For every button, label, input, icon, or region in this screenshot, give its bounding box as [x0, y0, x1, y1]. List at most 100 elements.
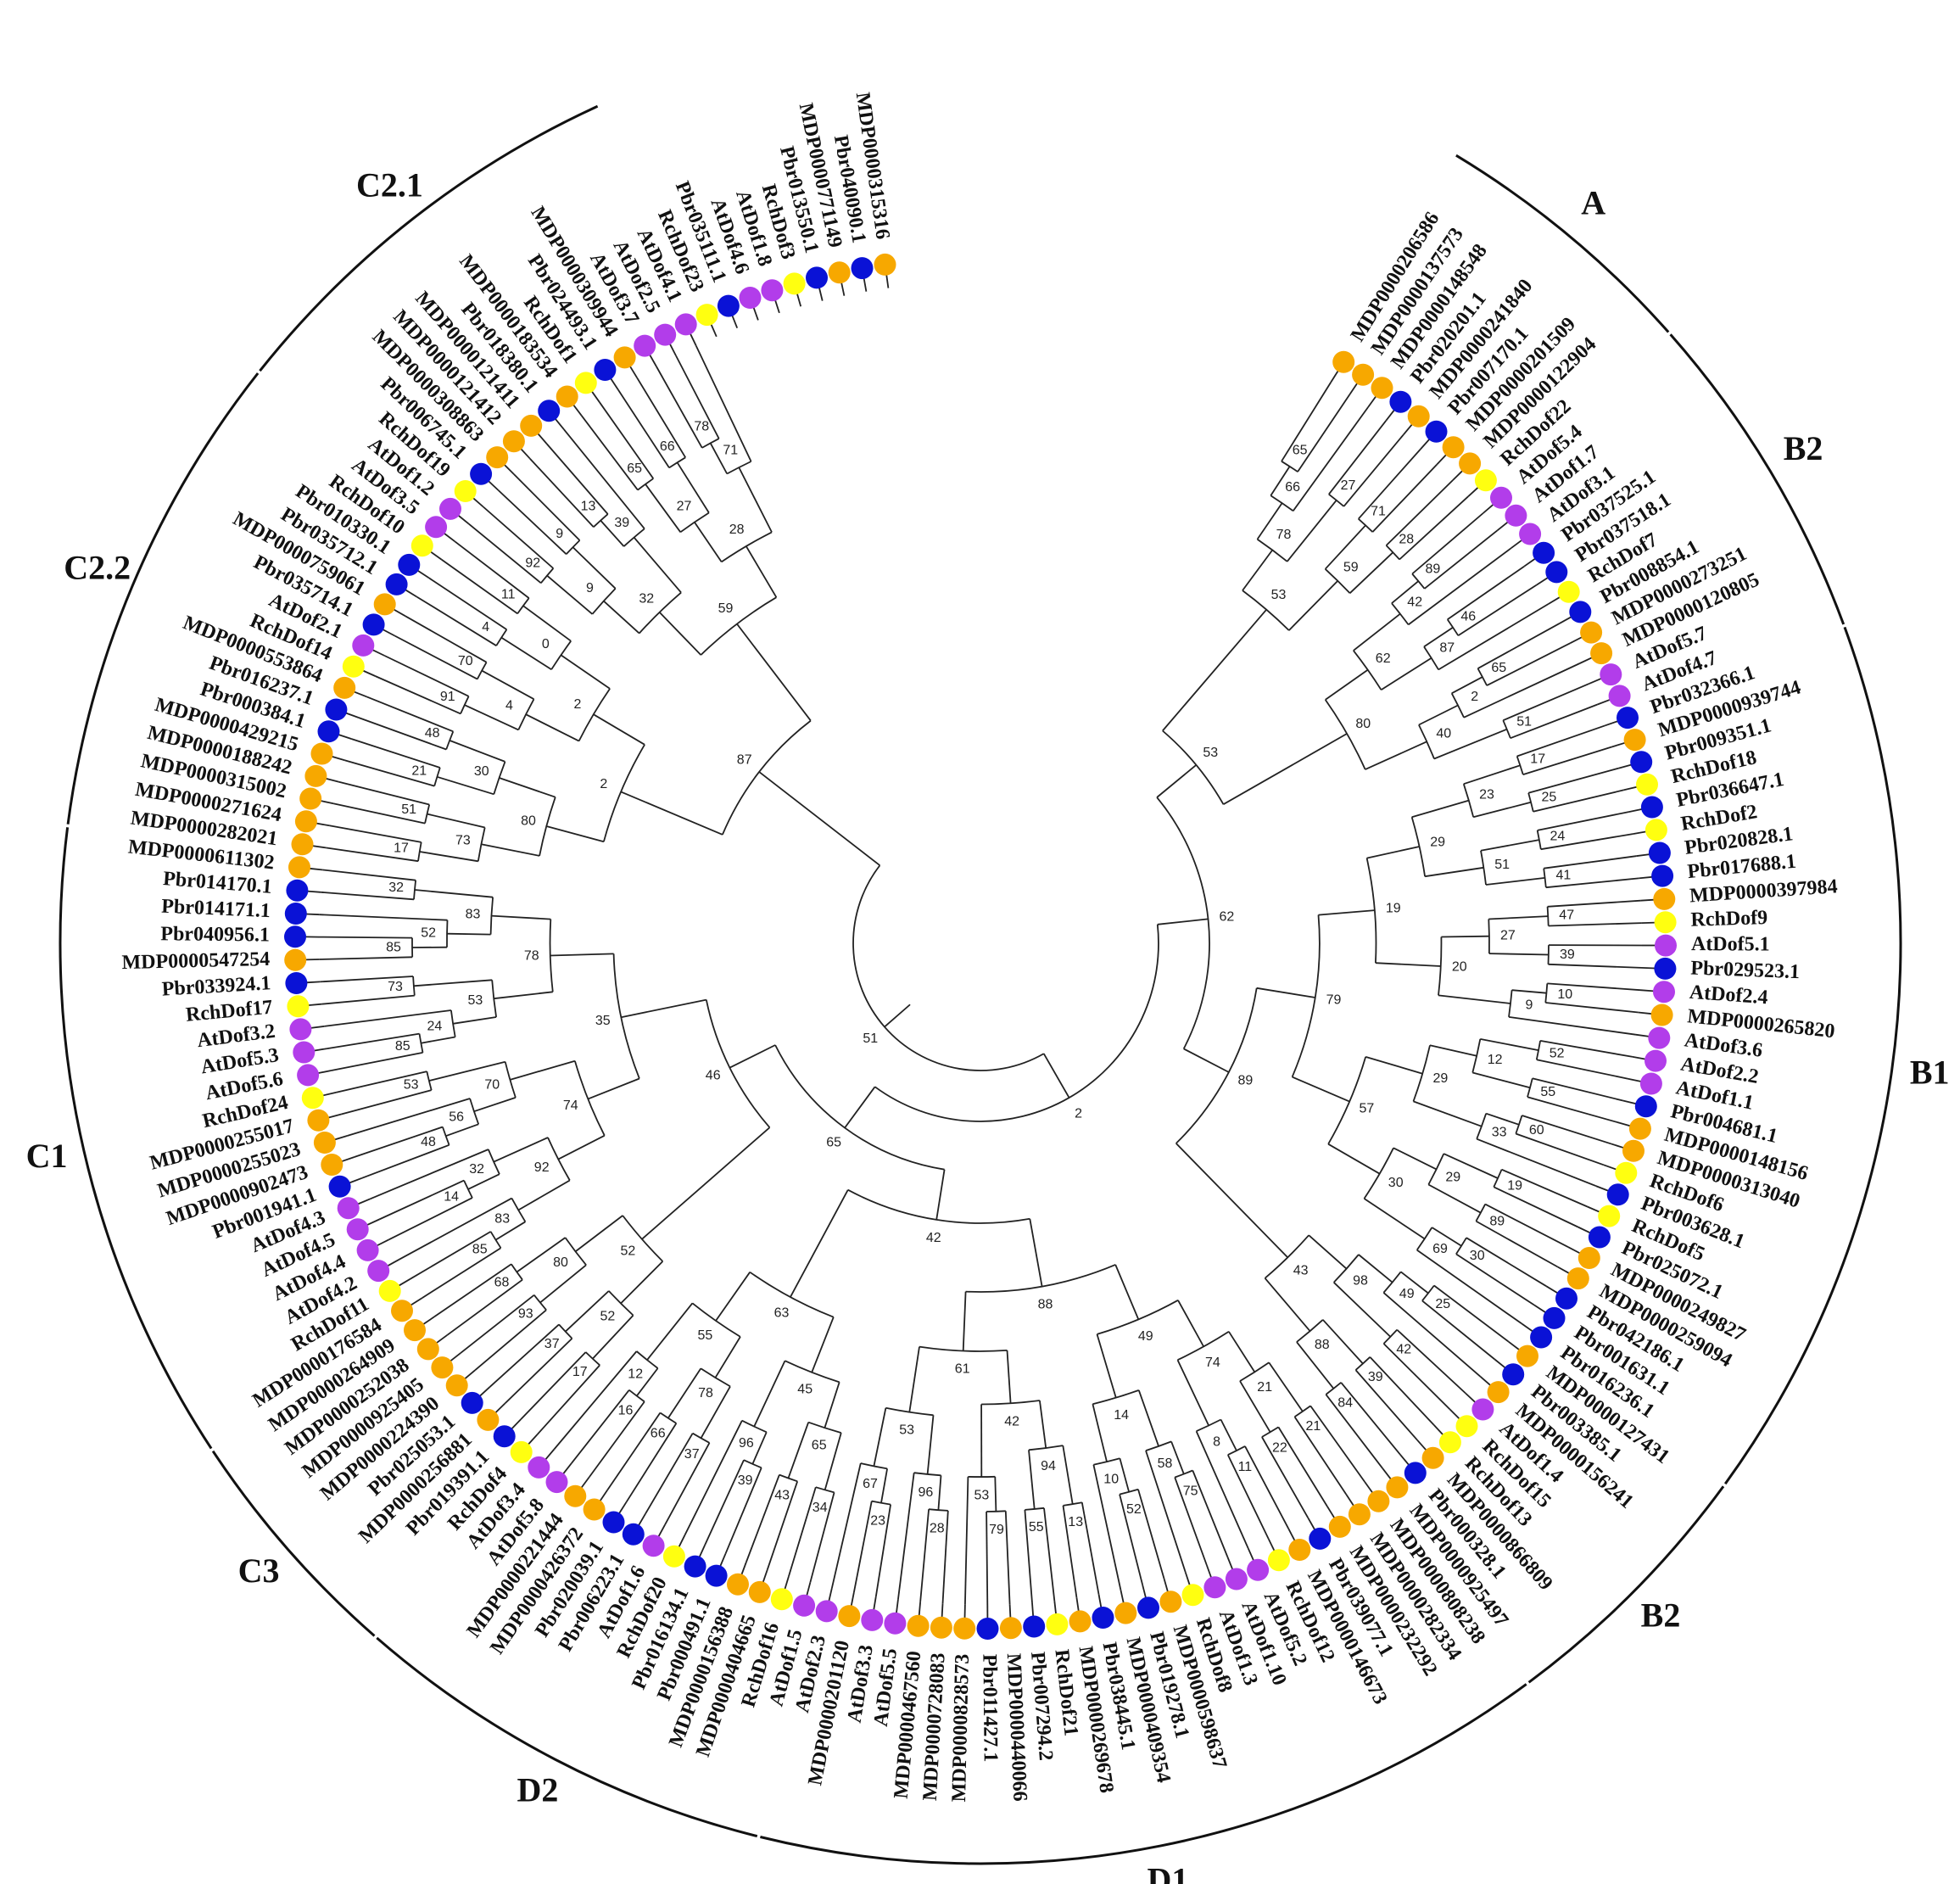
- branch-arc: [493, 761, 506, 795]
- species-dots: [284, 253, 1677, 1640]
- branch-arc: [1427, 1153, 1445, 1185]
- tip-line: [1636, 853, 1650, 858]
- bootstrap-value: 71: [723, 444, 738, 458]
- bootstrap-value: 2: [600, 777, 607, 791]
- bootstrap-value: 75: [1183, 1484, 1198, 1498]
- tip-line: [590, 390, 600, 403]
- branch-arc: [874, 924, 1159, 1122]
- tip-line: [762, 1569, 768, 1583]
- bootstrap-value: 73: [388, 980, 403, 994]
- bootstrap-value: 28: [930, 1521, 945, 1535]
- species-dot: [1622, 1139, 1645, 1162]
- bootstrap-value: 51: [1516, 715, 1532, 730]
- branch-line: [493, 1137, 549, 1163]
- branch-line: [633, 537, 682, 594]
- tip-line: [572, 404, 583, 416]
- tip-line: [1559, 616, 1572, 624]
- branch-line: [445, 1123, 479, 1138]
- species-dot: [520, 414, 543, 437]
- tip-line: [305, 913, 320, 916]
- species-dot: [793, 1594, 816, 1617]
- tip-line: [338, 734, 352, 740]
- branch-line: [1508, 1016, 1636, 1036]
- branch-line: [1308, 1234, 1348, 1270]
- branch-line: [491, 914, 551, 920]
- species-dot: [356, 1238, 379, 1261]
- tip-line: [1556, 1266, 1570, 1274]
- branch-line: [1220, 1419, 1237, 1451]
- branch-line: [766, 1481, 799, 1570]
- tip-line: [341, 1156, 355, 1163]
- tip-line: [1496, 521, 1509, 532]
- bootstrap-value: 20: [1452, 959, 1467, 974]
- branch-line: [350, 738, 441, 769]
- species-dot: [1645, 819, 1667, 841]
- branch-line: [1371, 463, 1438, 533]
- tip-line: [1467, 486, 1479, 497]
- tip-line: [580, 1476, 590, 1489]
- branch-line: [399, 1197, 512, 1261]
- branch-line: [483, 506, 554, 569]
- bootstrap-value: 73: [455, 833, 471, 847]
- bootstrap-value: 11: [501, 587, 516, 601]
- branch-arc: [986, 1510, 1006, 1512]
- bootstrap-value: 17: [572, 1365, 588, 1379]
- branch-line: [964, 1476, 969, 1605]
- bootstrap-value: 66: [1285, 480, 1300, 495]
- bootstrap-value: 32: [639, 591, 654, 606]
- species-dot: [684, 1555, 706, 1578]
- branch-line: [1004, 1511, 1011, 1605]
- branch-line: [593, 713, 645, 746]
- branch-arc: [1488, 919, 1490, 954]
- clade-label: A: [1581, 183, 1605, 221]
- species-dot: [286, 879, 309, 902]
- branch-line: [1324, 524, 1366, 570]
- tip-line: [430, 551, 443, 561]
- tip-line: [1142, 1584, 1147, 1598]
- tip-line: [1479, 1376, 1492, 1386]
- species-dot: [285, 972, 308, 994]
- tip-line: [503, 464, 515, 475]
- species-dot: [538, 400, 561, 422]
- branch-line: [1177, 1300, 1204, 1347]
- species-dot: [1543, 1306, 1566, 1329]
- branch-line: [1488, 915, 1549, 920]
- tip-line: [1226, 1557, 1234, 1570]
- tip-line: [1548, 596, 1561, 605]
- branch-line: [941, 1510, 949, 1604]
- bootstrap-value: 41: [1556, 869, 1572, 883]
- species-dot: [1046, 1613, 1069, 1635]
- branch-line: [520, 1351, 587, 1420]
- branch-line: [908, 1346, 920, 1412]
- branch-line: [753, 1360, 786, 1428]
- branch-line: [1413, 1100, 1483, 1127]
- bootstrap-value: 49: [1138, 1329, 1153, 1344]
- species-dot: [748, 1580, 771, 1603]
- branch-line: [745, 545, 778, 598]
- bootstrap-value: 93: [518, 1307, 533, 1322]
- tip-line: [719, 1553, 727, 1567]
- tip-line: [1247, 1547, 1255, 1562]
- tip-line: [1345, 1494, 1354, 1507]
- bootstrap-value: 12: [628, 1367, 643, 1382]
- tip-line: [1611, 1143, 1624, 1149]
- bootstrap-value: 69: [1432, 1242, 1448, 1256]
- tip-line: [1483, 503, 1494, 514]
- clade-label: C2.1: [356, 165, 423, 204]
- branch-line: [361, 1143, 450, 1179]
- bootstrap-value: 42: [1396, 1342, 1411, 1356]
- clade-arc: [1455, 154, 1670, 333]
- species-dot: [502, 430, 525, 453]
- branch-line: [587, 1077, 640, 1100]
- branch-line: [625, 1423, 678, 1503]
- bootstrap-value: 30: [1470, 1249, 1485, 1263]
- branch-line: [1451, 676, 1483, 695]
- species-dot: [1203, 1576, 1226, 1599]
- branch-line: [1195, 1430, 1249, 1549]
- branch-line: [1328, 420, 1388, 495]
- tip-line: [1577, 1226, 1591, 1234]
- species-dot: [1328, 1515, 1351, 1538]
- branch-line: [1457, 584, 1538, 636]
- bootstrap-value: 58: [1158, 1456, 1173, 1471]
- species-dot: [362, 613, 385, 636]
